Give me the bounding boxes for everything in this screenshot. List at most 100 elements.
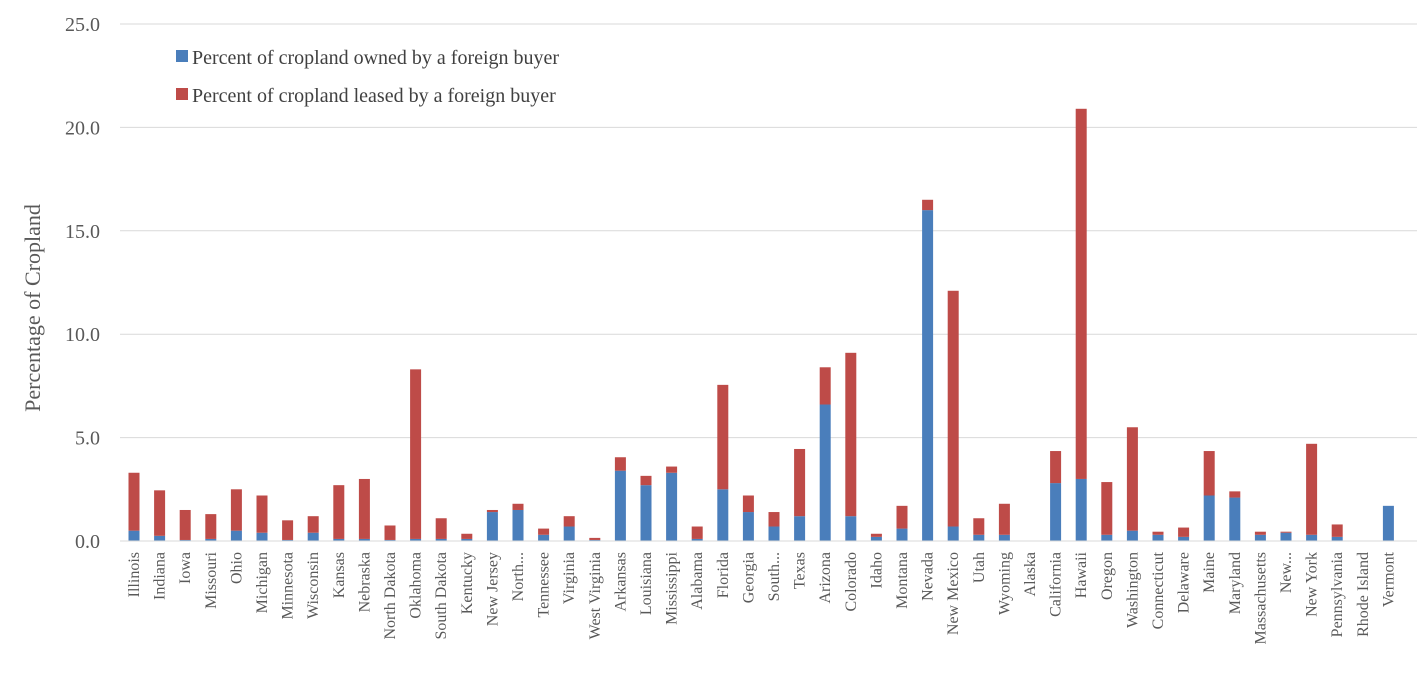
x-category-label: West Virginia	[587, 552, 604, 639]
bar-leased	[1280, 531, 1292, 533]
bar-leased	[282, 520, 294, 540]
bar-leased	[333, 485, 345, 539]
bar-owned	[1126, 530, 1138, 541]
bar-owned	[563, 526, 575, 541]
x-category-label: Louisiana	[638, 552, 655, 615]
x-category-label: Wyoming	[996, 552, 1013, 615]
bar-owned	[1101, 534, 1113, 541]
bar-owned	[1075, 478, 1087, 541]
bar-leased	[1152, 531, 1164, 535]
bar-leased	[1126, 427, 1138, 531]
bar-leased	[256, 495, 268, 533]
bar-leased	[563, 516, 575, 527]
bar-owned	[998, 534, 1010, 541]
bar-owned	[1306, 534, 1318, 541]
y-tick-label: 25.0	[65, 14, 100, 36]
x-category-label: New York	[1304, 552, 1321, 617]
x-category-label: Arkansas	[612, 552, 629, 612]
x-category-label: Massachusetts	[1252, 552, 1269, 644]
x-category-label: Pennsylvania	[1329, 552, 1346, 637]
bar-owned	[589, 539, 601, 541]
bar-owned	[154, 535, 166, 541]
bar-owned	[947, 526, 959, 541]
x-category-labels: Illinois Indiana Iowa Missouri Ohio Michigan M…	[126, 551, 1397, 644]
bar-leased	[1178, 527, 1190, 537]
y-tick-label: 15.0	[65, 221, 100, 243]
x-category-label: Minnesota	[280, 552, 297, 620]
bar-leased	[717, 384, 729, 490]
bar-leased	[1203, 451, 1215, 496]
x-category-label: Montana	[894, 552, 911, 609]
bar-leased	[461, 533, 473, 539]
x-category-label: Utah	[971, 552, 988, 583]
legend: Percent of cropland owned by a foreign b…	[176, 47, 559, 107]
bar-leased	[666, 466, 678, 473]
x-category-label: North...	[510, 552, 527, 601]
bar-owned	[333, 538, 345, 541]
bar-owned	[896, 528, 908, 541]
x-category-label: Colorado	[843, 552, 860, 612]
x-category-label: Nevada	[920, 552, 937, 601]
bar-leased	[691, 526, 703, 539]
bar-owned	[870, 536, 882, 541]
bar-leased	[794, 448, 806, 517]
bar-leased	[845, 352, 857, 517]
x-category-label: New Jersey	[484, 552, 501, 626]
legend-swatch-leased	[176, 88, 188, 100]
bar-leased	[1050, 451, 1062, 484]
x-category-label: Indiana	[152, 552, 169, 600]
bar-leased	[614, 457, 626, 471]
y-tick-labels: 0.0 5.0 10.0 15.0 20.0 25.0	[65, 14, 100, 553]
x-category-label: Wisconsin	[305, 552, 322, 619]
bar-leased	[1331, 524, 1343, 537]
bar-leased	[154, 490, 166, 536]
bar-leased	[358, 478, 370, 539]
bar-leased	[947, 290, 959, 527]
bar-leased	[742, 495, 754, 513]
bar-owned	[179, 539, 191, 541]
x-category-label: Alabama	[689, 552, 706, 610]
bar-owned	[666, 472, 678, 541]
bar-leased	[230, 489, 242, 531]
y-tick-label: 5.0	[75, 428, 100, 450]
bar-leased	[896, 505, 908, 529]
x-category-label: California	[1048, 552, 1065, 617]
bar-owned	[410, 538, 422, 541]
bar-leased	[998, 503, 1010, 535]
bar-owned	[742, 512, 754, 541]
bar-leased	[973, 518, 985, 535]
bar-leased	[589, 537, 601, 540]
bar-leased	[410, 369, 422, 539]
x-category-label: Virginia	[561, 552, 578, 604]
y-tick-label: 10.0	[65, 324, 100, 346]
bar-leased	[922, 199, 934, 211]
bar-owned	[205, 538, 217, 541]
bars	[128, 108, 1394, 541]
bar-owned	[1280, 532, 1292, 541]
bar-owned	[1050, 483, 1062, 541]
x-category-label: Florida	[715, 552, 732, 598]
bar-owned	[384, 539, 396, 541]
bar-owned	[1178, 536, 1190, 541]
bar-owned	[435, 538, 447, 541]
bar-owned	[128, 530, 140, 541]
legend-swatch-owned	[176, 50, 188, 62]
bar-leased	[768, 512, 780, 527]
y-tick-label: 20.0	[65, 117, 100, 139]
x-category-label: Illinois	[126, 552, 143, 597]
x-category-label: Kansas	[331, 552, 348, 598]
bar-owned	[1203, 495, 1215, 541]
x-category-label: Maine	[1201, 552, 1218, 593]
bar-owned	[1229, 497, 1241, 541]
x-category-label: Connecticut	[1150, 551, 1167, 629]
bar-owned	[819, 404, 831, 541]
bar-owned	[614, 470, 626, 541]
x-category-label: Missouri	[203, 551, 220, 608]
bar-owned	[282, 539, 294, 541]
x-category-label: Michigan	[254, 552, 271, 613]
bar-leased	[538, 528, 550, 535]
bar-owned	[1331, 536, 1343, 541]
bar-leased	[307, 516, 319, 533]
bar-owned	[512, 509, 524, 541]
bar-owned	[1254, 534, 1266, 541]
